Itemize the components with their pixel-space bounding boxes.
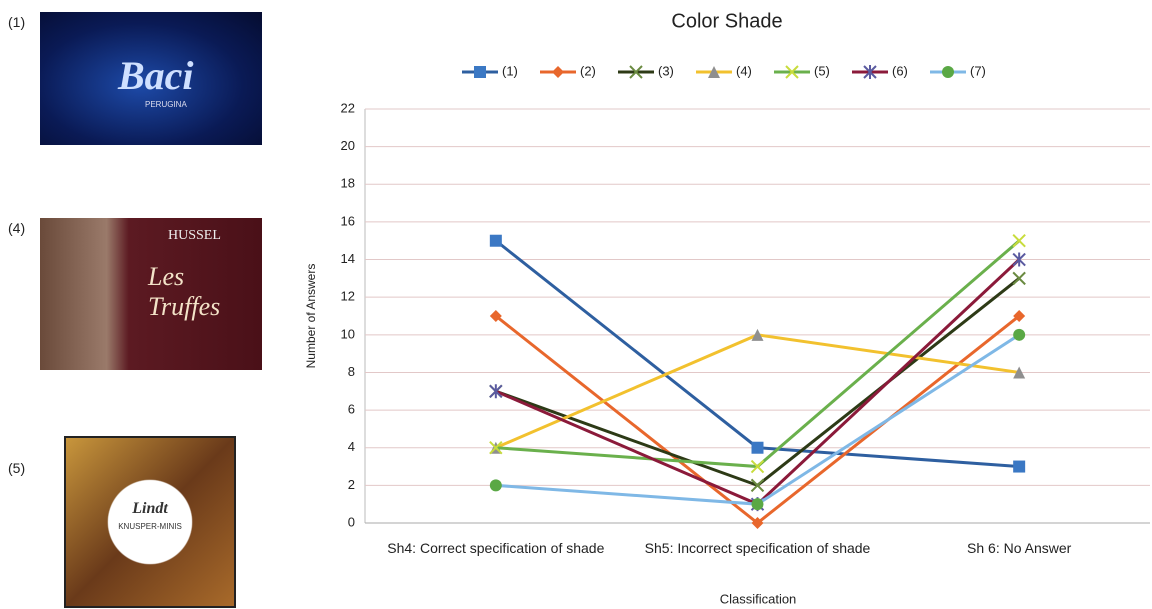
series-line bbox=[496, 241, 1019, 467]
data-point bbox=[752, 498, 764, 510]
y-axis-label: Number of Answers bbox=[304, 264, 318, 369]
data-point bbox=[1013, 461, 1025, 473]
legend-marker bbox=[552, 66, 564, 78]
chart-title: Color Shade bbox=[671, 10, 782, 32]
x-tick-label: Sh 6: No Answer bbox=[904, 539, 1134, 558]
series-line bbox=[496, 241, 1019, 467]
x-tick-label: Sh5: Incorrect specification of shade bbox=[643, 539, 873, 558]
legend-label: (1) bbox=[502, 63, 518, 78]
legend-label: (6) bbox=[892, 63, 908, 78]
series-line bbox=[496, 335, 1019, 448]
y-tick-label: 4 bbox=[348, 439, 355, 454]
data-point bbox=[490, 235, 502, 247]
data-point bbox=[1013, 235, 1025, 247]
legend-label: (4) bbox=[736, 63, 752, 78]
legend-symbol bbox=[942, 66, 954, 78]
legend-symbol bbox=[552, 66, 564, 78]
y-tick-label: 10 bbox=[341, 326, 355, 341]
y-tick-label: 20 bbox=[341, 138, 355, 153]
y-tick-label: 14 bbox=[341, 251, 355, 266]
y-tick-label: 6 bbox=[348, 402, 355, 417]
legend-label: (3) bbox=[658, 63, 674, 78]
legend-label: (5) bbox=[814, 63, 830, 78]
legend-marker bbox=[942, 66, 954, 78]
data-point bbox=[1013, 272, 1025, 284]
legend-symbol bbox=[474, 66, 486, 78]
y-tick-label: 8 bbox=[348, 364, 355, 379]
legend-label: (2) bbox=[580, 63, 596, 78]
y-tick-label: 2 bbox=[348, 477, 355, 492]
y-tick-label: 0 bbox=[348, 514, 355, 529]
page: {"images": [ {"label": "(1)", "texts": [… bbox=[0, 0, 1152, 609]
data-point bbox=[1013, 329, 1025, 341]
x-tick-label: Sh4: Correct specification of shade bbox=[381, 539, 611, 558]
data-point bbox=[752, 442, 764, 454]
data-point bbox=[490, 479, 502, 491]
y-tick-label: 12 bbox=[341, 289, 355, 304]
y-tick-label: 18 bbox=[341, 176, 355, 191]
y-tick-label: 22 bbox=[341, 100, 355, 115]
x-axis-label: Classification bbox=[720, 591, 797, 606]
y-tick-label: 16 bbox=[341, 213, 355, 228]
legend-marker bbox=[474, 66, 486, 78]
legend-label: (7) bbox=[970, 63, 986, 78]
chart: Color Shade Number of Answers Classifica… bbox=[0, 0, 1152, 609]
